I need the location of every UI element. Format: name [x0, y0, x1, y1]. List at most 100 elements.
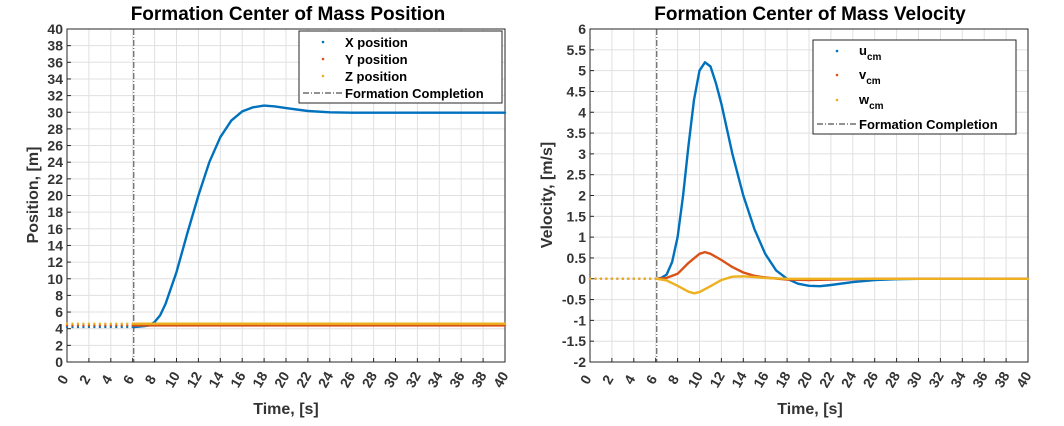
y-tick-label: 4 — [55, 321, 63, 337]
y-tick-label: 3.5 — [567, 125, 587, 141]
position-y-axis-label: Position, [m] — [25, 147, 42, 244]
y-tick-label: 2 — [578, 188, 586, 204]
series-w-cm-dot — [610, 277, 614, 280]
legend-marker-w-cm — [835, 98, 839, 102]
y-tick-label: 4 — [578, 104, 586, 120]
x-tick-label: 26 — [337, 369, 359, 391]
y-tick-label: 14 — [47, 237, 63, 253]
series-x-position-dot — [115, 325, 118, 329]
series-w-cm-dot — [632, 277, 635, 280]
series-y-position-dot — [65, 324, 69, 327]
series-w-cm-dot — [588, 277, 592, 280]
x-tick-label: 22 — [293, 369, 315, 391]
y-tick-label: 38 — [47, 38, 63, 54]
series-z-position-dot — [98, 322, 102, 325]
y-tick-label: 40 — [47, 21, 63, 37]
y-tick-label: 4.5 — [567, 83, 587, 99]
y-tick-label: 0.5 — [567, 250, 587, 266]
x-tick-label: 4 — [98, 372, 116, 387]
series-x-position-dot — [93, 325, 96, 329]
x-tick-label: 14 — [728, 369, 750, 391]
x-tick-label: 6 — [119, 372, 137, 387]
legend-label-z-position: Z position — [345, 69, 407, 84]
velocity-series — [588, 61, 1030, 295]
x-tick-label: 36 — [969, 369, 991, 391]
legend-v-sub: cm — [866, 76, 881, 87]
series-x-position-dot — [98, 325, 102, 329]
series-w-cm-dot — [649, 277, 652, 280]
velocity-legend-box — [812, 39, 1017, 135]
series-z-position-dot — [120, 322, 123, 325]
x-tick-label: 8 — [141, 372, 159, 387]
series-x-position-dot — [65, 325, 69, 329]
x-tick-label: 20 — [794, 369, 816, 391]
x-tick-label: 28 — [881, 369, 903, 391]
series-y-position-dot — [82, 324, 85, 327]
series-w-cm-dot — [621, 277, 625, 280]
series-z-position-dot — [126, 322, 129, 325]
legend-u-main: u — [859, 43, 867, 58]
series-y-position-dot — [104, 324, 107, 327]
legend-w-main: w — [858, 92, 870, 107]
legend-label-u-cm: ucm — [859, 43, 882, 63]
series-z-position-dot — [109, 322, 113, 325]
x-tick-label: 12 — [706, 369, 728, 391]
series-w-cm-dot — [594, 277, 597, 280]
position-legend-box — [298, 30, 503, 104]
series-w-cm-dot — [638, 277, 641, 280]
y-tick-label: 6 — [578, 21, 586, 37]
velocity-x-ticks: 0 2 4 6 8 10 12 14 16 18 20 22 24 26 28 30 32 34 36 38 40 — [577, 358, 1035, 390]
legend-marker-z-position — [321, 74, 325, 78]
position-legend: X position Y position Z position Formati… — [298, 30, 503, 104]
series-w-cm-line — [655, 275, 1030, 295]
x-tick-label: 22 — [816, 369, 838, 391]
legend-marker-u-cm — [835, 49, 839, 53]
y-tick-label: 1.5 — [567, 208, 587, 224]
x-tick-label: 32 — [402, 369, 424, 391]
series-w-cm-dot — [627, 277, 630, 280]
y-tick-label: -1 — [574, 312, 587, 328]
series-y-position-dot — [87, 324, 91, 327]
series-y-position-dot — [98, 324, 102, 327]
velocity-legend: ucm vcm wcm Formation Completion — [812, 39, 1017, 135]
x-tick-label: 16 — [750, 369, 772, 391]
y-tick-label: -2 — [574, 354, 587, 370]
series-y-position-dot — [71, 324, 74, 327]
y-tick-label: 1 — [578, 229, 586, 245]
legend-label-x-position: X position — [345, 35, 408, 50]
series-x-position-dot — [76, 325, 80, 329]
y-tick-label: 5.5 — [567, 42, 587, 58]
series-y-position-dot — [93, 324, 96, 327]
series-w-cm-dot — [616, 277, 619, 280]
legend-v-main: v — [859, 67, 867, 82]
y-tick-label: 0 — [578, 271, 586, 287]
y-tick-label: 36 — [47, 54, 63, 70]
position-gridlines — [66, 28, 506, 363]
x-tick-label: 40 — [490, 369, 512, 391]
series-y-position-dot — [109, 324, 113, 327]
x-tick-label: 16 — [227, 369, 249, 391]
x-tick-label: 18 — [772, 369, 794, 391]
x-tick-label: 18 — [249, 369, 271, 391]
series-z-position-dot — [82, 322, 85, 325]
legend-u-sub: cm — [867, 52, 882, 63]
y-tick-label: -1.5 — [562, 333, 586, 349]
series-y-position-dot — [115, 324, 118, 327]
series-z-position-dot — [87, 322, 91, 325]
y-tick-label: 2 — [55, 337, 63, 353]
x-tick-label: 38 — [991, 369, 1013, 391]
series-z-position-dot — [65, 322, 69, 325]
x-tick-label: 2 — [76, 372, 94, 387]
position-chart-title: Formation Center of Mass Position — [131, 4, 446, 25]
x-tick-label: 32 — [925, 369, 947, 391]
series-x-position-dot — [109, 325, 113, 329]
x-tick-label: 12 — [183, 369, 205, 391]
series-z-position-dot — [93, 322, 96, 325]
series-x-position-dot — [120, 325, 123, 329]
y-tick-label: 12 — [47, 254, 63, 270]
x-tick-label: 36 — [446, 369, 468, 391]
series-x-position-dot — [82, 325, 85, 329]
y-tick-label: 24 — [47, 154, 63, 170]
